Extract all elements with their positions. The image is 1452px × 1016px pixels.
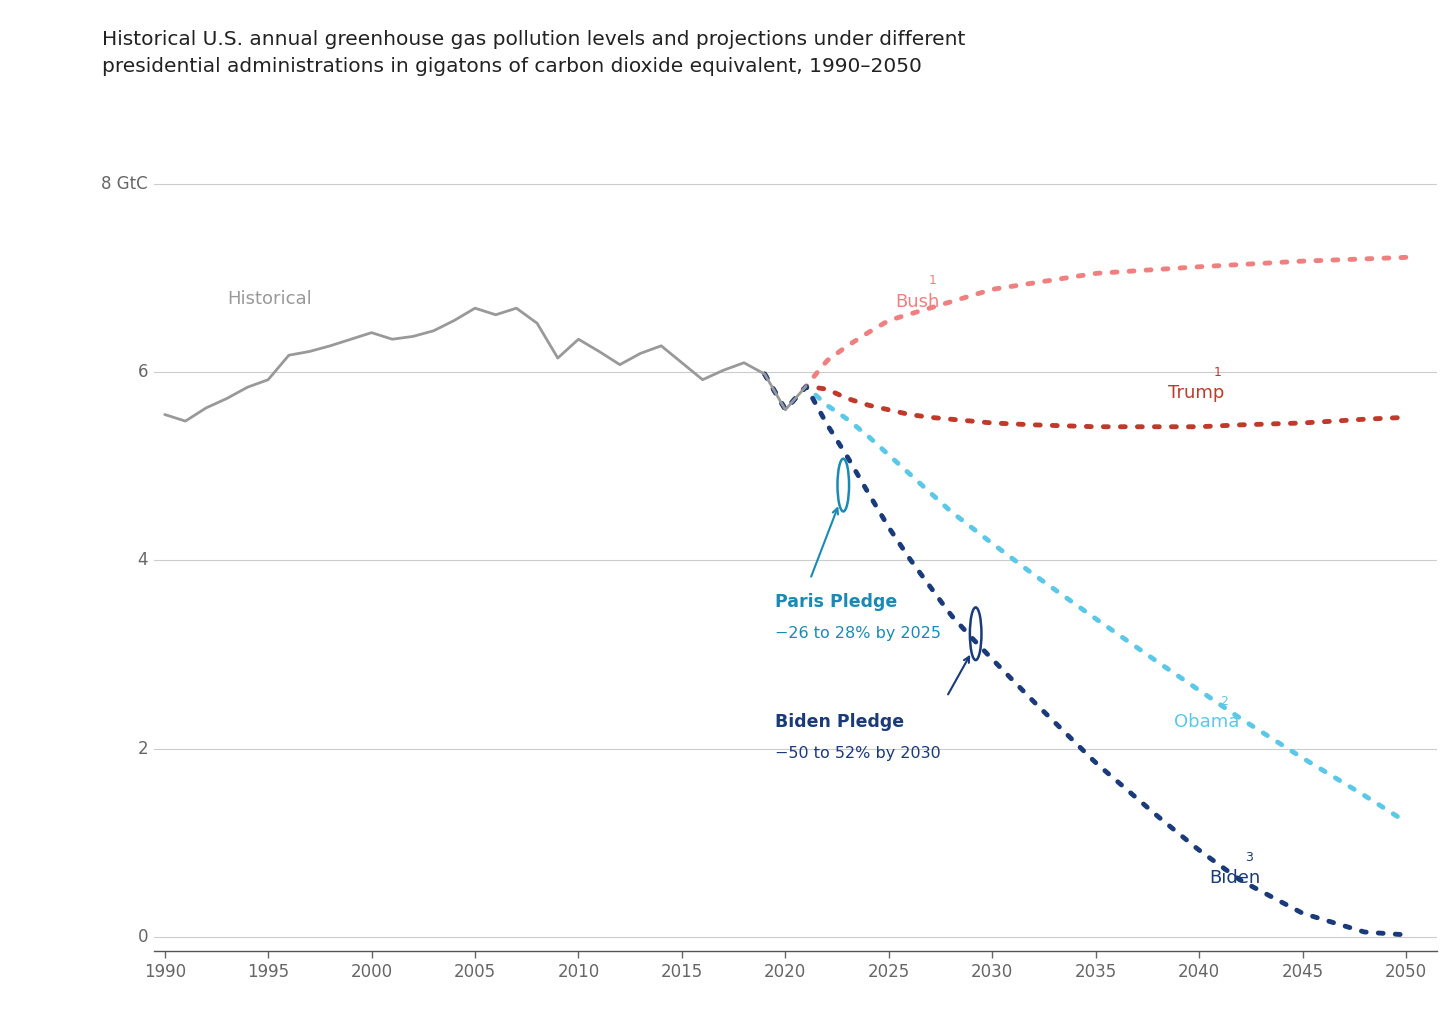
Text: Obama: Obama bbox=[1175, 713, 1240, 732]
Text: 0: 0 bbox=[138, 928, 148, 946]
Text: Historical: Historical bbox=[227, 290, 312, 308]
Text: Bush: Bush bbox=[894, 293, 939, 311]
Text: Historical U.S. annual greenhouse gas pollution levels and projections under dif: Historical U.S. annual greenhouse gas po… bbox=[102, 30, 966, 76]
Text: −26 to 28% by 2025: −26 to 28% by 2025 bbox=[775, 626, 941, 641]
Text: 1: 1 bbox=[1214, 366, 1221, 379]
Text: −50 to 52% by 2030: −50 to 52% by 2030 bbox=[775, 746, 941, 761]
Text: Biden Pledge: Biden Pledge bbox=[775, 713, 905, 731]
Text: Trump: Trump bbox=[1167, 384, 1224, 402]
Text: 2: 2 bbox=[1220, 695, 1227, 708]
Text: 8 GtC: 8 GtC bbox=[102, 175, 148, 193]
Text: 6: 6 bbox=[138, 363, 148, 381]
Text: 3: 3 bbox=[1244, 851, 1253, 865]
Text: 1: 1 bbox=[929, 274, 937, 288]
Text: 4: 4 bbox=[138, 552, 148, 569]
Text: Paris Pledge: Paris Pledge bbox=[775, 593, 897, 612]
Text: Biden: Biden bbox=[1210, 870, 1260, 887]
Text: 2: 2 bbox=[138, 740, 148, 758]
